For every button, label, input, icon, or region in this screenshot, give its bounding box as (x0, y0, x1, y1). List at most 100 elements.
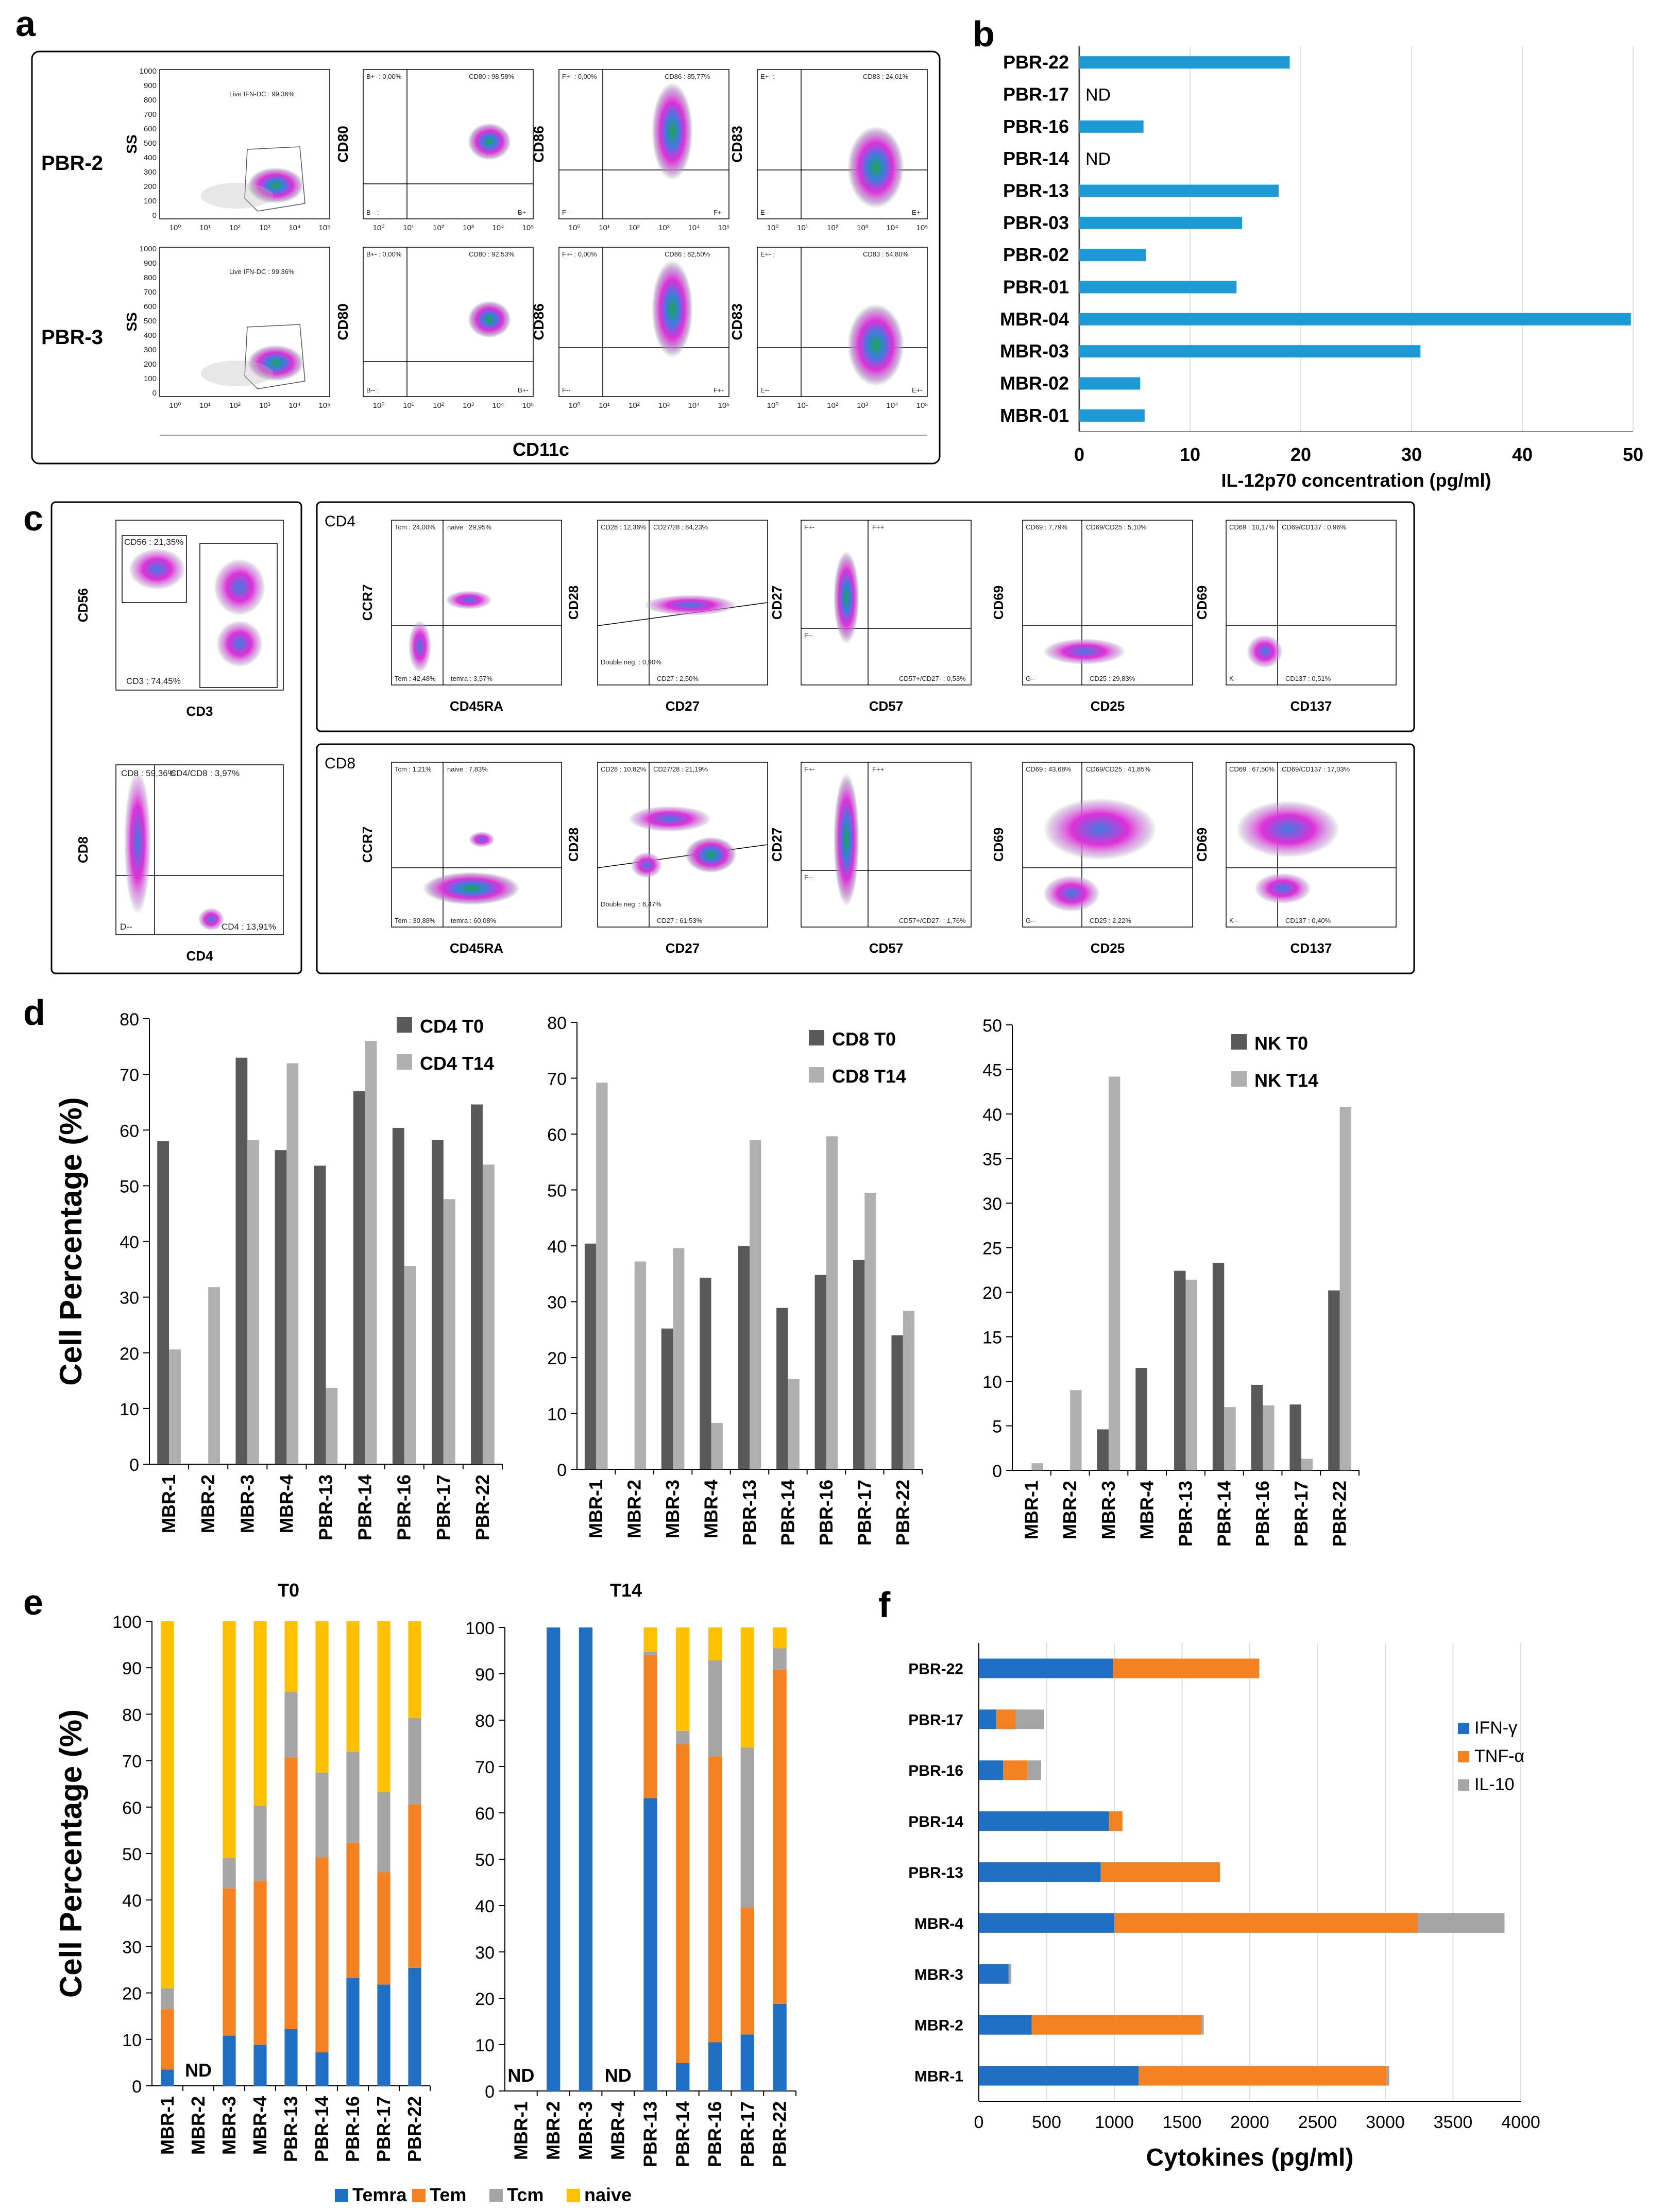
flow-gate-label: Live IFN-DC : 99,36% (229, 90, 295, 98)
x-axis-title: IL-12p70 concentration (pg/ml) (1221, 470, 1491, 491)
flow-y-label: CD69 (1194, 586, 1210, 620)
nd-label: ND (507, 2065, 534, 2086)
flow-gate-label: Tem : 30,88% (395, 917, 436, 924)
flow-x-tick: 10² (229, 401, 241, 410)
stack-segment (161, 2069, 174, 2086)
flow-x-tick: 10² (827, 224, 838, 232)
flow-y-label: SS (124, 134, 140, 153)
flow-x-tick: 10⁵ (718, 224, 730, 232)
category-label: MBR-3 (1098, 1481, 1119, 1539)
y-tick-label: 10 (475, 2036, 495, 2055)
flow-plot-frame (558, 247, 729, 397)
flow-y-label: CD86 (531, 303, 547, 340)
flow-gate-label: Double neg. : 6,47% (601, 900, 661, 908)
bar (1301, 1459, 1313, 1470)
flow-gate-label: F+- (804, 765, 814, 773)
flow-y-tick: 100 (144, 197, 157, 205)
bar (584, 1243, 597, 1469)
y-tick-label: 45 (982, 1061, 1002, 1081)
flow-density-blob (468, 123, 511, 160)
flow-y-label: CD80 (335, 126, 351, 163)
flow-gate-label: CD80 : 92,53% (469, 250, 515, 258)
flow-gate-label: CD86 : 82,50% (665, 250, 710, 258)
flow-x-tick: 10⁴ (886, 224, 898, 232)
category-label: PBR-22 (472, 1474, 493, 1540)
flow-x-tick: 10¹ (403, 401, 414, 410)
category-label: PBR-17 (737, 2101, 758, 2167)
y-tick-label: 20 (120, 1344, 139, 1364)
category-label: MBR-3 (575, 2101, 596, 2160)
y-tick-label: 30 (982, 1194, 1002, 1214)
x-tick-label: 3000 (1366, 2113, 1405, 2132)
bar (247, 1140, 260, 1464)
bar (1263, 1405, 1275, 1470)
panel-a-xlabel: CD11c (513, 439, 569, 460)
flow-gate-label: F++ (872, 523, 884, 531)
legend-label: Temra (352, 2184, 407, 2205)
flow-gate-label: B-- : (366, 386, 379, 394)
category-label: MBR-1 (1021, 1481, 1042, 1539)
panel-letter-a: a (15, 4, 36, 44)
bar (1070, 1390, 1082, 1470)
category-label: MBR-1 (510, 2101, 531, 2160)
flow-density-blob (644, 595, 737, 615)
flow-gate-label: Tcm : 24,00% (395, 523, 435, 531)
flow-x-label: CD137 (1291, 940, 1332, 956)
category-label: MBR-2 (197, 1474, 218, 1533)
flow-gate-label: CD27 : 2,50% (657, 675, 699, 682)
legend-swatch (412, 2189, 426, 2202)
flow-density-blob (685, 837, 737, 873)
chart-b-il12: 0 10 20 30 40 50 PBR-22 PBR-17 ND PBR-16 PBR-14 ND P… (1000, 46, 1643, 491)
flow-x-tick: 10³ (857, 224, 868, 232)
stack-segment (979, 1913, 1114, 1933)
flow-gate-label: F++ (872, 765, 884, 773)
stack-segment (676, 1730, 690, 1744)
bar (235, 1057, 248, 1464)
flow-gate-label: E+- : (760, 73, 775, 80)
flow-gate-label: CD69 : 10,17% (1229, 523, 1275, 531)
bar (1251, 1384, 1263, 1470)
flow-x-label: CD25 (1091, 698, 1125, 714)
legend-label: Tem (430, 2184, 466, 2205)
bar (634, 1261, 646, 1469)
flow-gate-label: temra : 60,08% (451, 917, 497, 924)
legend-swatch (809, 1030, 824, 1045)
flow-y-tick: 500 (144, 317, 157, 325)
flow-density-blob (214, 559, 265, 615)
category-label: MBR-2 (542, 2101, 564, 2160)
flow-x-label: CD45RA (450, 698, 503, 714)
legend-label: CD8 T14 (832, 1066, 906, 1087)
flow-gate-label: temra : 3,57% (451, 675, 493, 682)
flow-gate-label: F-- (562, 209, 571, 216)
flow-x-tick: 10⁵ (916, 401, 928, 410)
flow-gate-label: E+- (912, 386, 923, 394)
flow-gate-label: CD80 : 98,58% (469, 73, 515, 80)
flow-x-tick: 10⁵ (319, 401, 331, 410)
stack-segment (315, 1773, 329, 1858)
bar (1224, 1407, 1236, 1470)
legend-label: TNF-α (1474, 1746, 1524, 1766)
flow-gate-label: CD28 : 10,82% (601, 765, 647, 773)
flow-x-tick: 10⁴ (688, 401, 700, 410)
flow-x-tick: 10³ (658, 401, 670, 410)
bar (157, 1141, 169, 1464)
stack-segment (284, 1621, 298, 1692)
category-label: MBR-3 (914, 1966, 963, 1983)
chart-title: T0 (278, 1580, 299, 1601)
bar (1079, 216, 1243, 229)
flow-y-label: CCR7 (360, 585, 375, 621)
panel-c-left-frame (50, 501, 302, 974)
stack-segment (1100, 1862, 1220, 1882)
legend-label: NK T0 (1254, 1033, 1308, 1054)
flow-gate-label: E-- (760, 386, 769, 394)
category-label: MBR-03 (1000, 340, 1069, 362)
flow-x-tick: 10⁴ (288, 224, 300, 232)
stack-segment (773, 1669, 787, 2004)
panel-c-cd8-frame (316, 743, 1415, 974)
bar (891, 1335, 903, 1469)
nd-label: ND (605, 2065, 632, 2086)
flow-gate-label: Tem : 42,48% (395, 675, 436, 682)
stack-segment (408, 1621, 421, 1718)
bar (1079, 249, 1146, 262)
flow-y-label: CD56 (75, 588, 91, 622)
